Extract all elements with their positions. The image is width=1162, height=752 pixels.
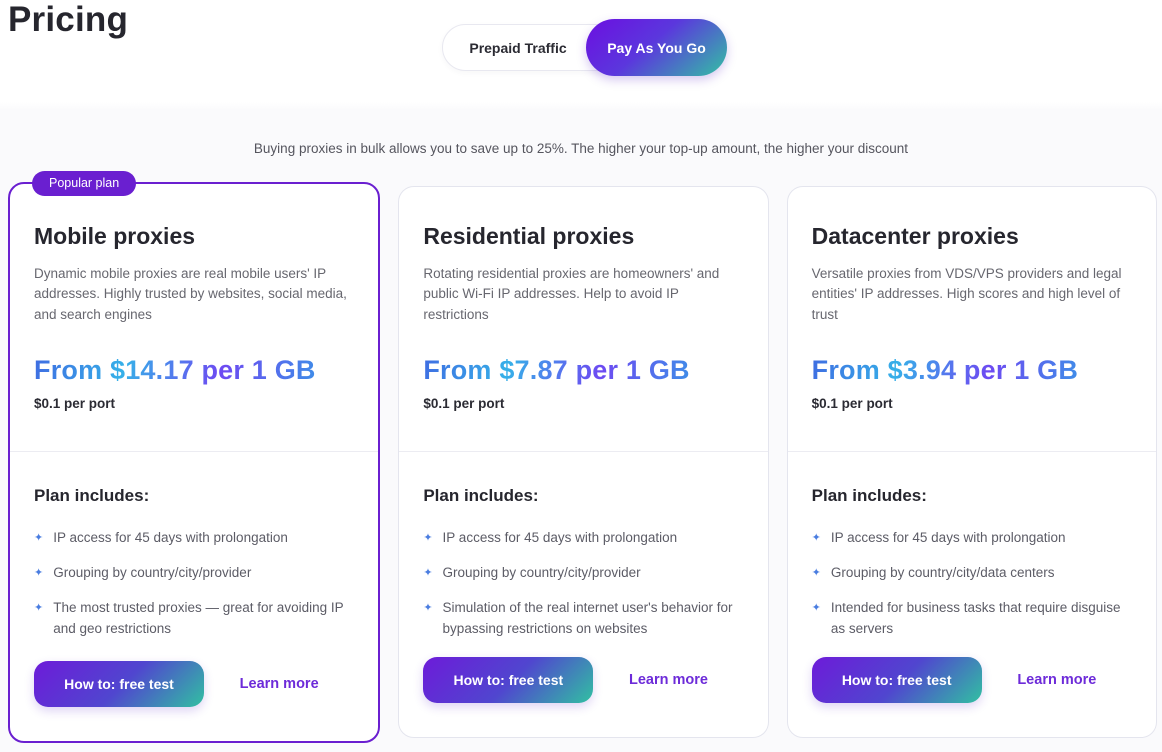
feature-text: Grouping by country/city/provider <box>53 564 252 580</box>
card-actions: How to: free test Learn more <box>811 657 1132 703</box>
star-bullet-icon: ✦ <box>811 601 821 614</box>
feature-text: Grouping by country/city/provider <box>442 564 641 580</box>
card-price-note: $0.1 per port <box>423 396 505 411</box>
star-bullet-icon: ✦ <box>423 532 433 544</box>
popular-plan-badge: Popular plan <box>32 171 137 196</box>
learn-more-link[interactable]: Learn more <box>1017 672 1097 688</box>
star-bullet-icon: ✦ <box>34 566 44 579</box>
feature-item: ✦ The most trusted proxies — great for a… <box>34 598 354 640</box>
feature-text: IP access for 45 days with prolongation <box>53 530 288 545</box>
card-title: Mobile proxies <box>34 223 196 249</box>
pricing-cards: Popular plan Mobile proxies Dynamic mobi… <box>8 171 1157 743</box>
card-description: Versatile proxies from VDS/VPS providers… <box>811 266 1122 322</box>
card-actions: How to: free test Learn more <box>423 657 743 703</box>
card-price-note: $0.1 per port <box>811 396 893 411</box>
card-price-note: $0.1 per port <box>34 396 116 411</box>
star-bullet-icon: ✦ <box>811 566 821 579</box>
divider <box>787 451 1156 452</box>
toggle-option-pay-as-you-go[interactable]: Pay As You Go <box>586 19 727 76</box>
feature-item: ✦ Intended for business tasks that requi… <box>812 598 1132 640</box>
card-actions: How to: free test Learn more <box>34 661 354 707</box>
feature-item: ✦ Grouping by country/city/data centers <box>812 563 1132 584</box>
divider <box>10 451 379 452</box>
feature-item: ✦ IP access for 45 days with prolongatio… <box>812 528 1132 549</box>
pricing-card-residential: Residential proxies Rotating residential… <box>398 186 769 738</box>
feature-text: IP access for 45 days with prolongation <box>830 530 1066 545</box>
feature-list: ✦ IP access for 45 days with prolongatio… <box>423 528 743 654</box>
toggle-option-prepaid-traffic[interactable]: Prepaid Traffic <box>469 39 567 56</box>
feature-item: ✦ IP access for 45 days with prolongatio… <box>34 528 354 549</box>
free-test-button[interactable]: How to: free test <box>423 657 594 703</box>
free-test-button[interactable]: How to: free test <box>811 657 982 703</box>
feature-text: Grouping by country/city/data centers <box>830 564 1055 580</box>
card-description: Rotating residential proxies are homeown… <box>423 266 720 322</box>
card-price: From $14.17 per 1 GB <box>34 355 316 385</box>
card-title: Residential proxies <box>423 223 635 249</box>
free-test-button[interactable]: How to: free test <box>34 661 204 707</box>
feature-text: The most trusted proxies — great for avo… <box>53 599 344 636</box>
plan-includes-title: Plan includes: <box>34 486 150 505</box>
plan-includes-title: Plan includes: <box>423 486 539 505</box>
card-title: Datacenter proxies <box>811 223 1019 249</box>
pricing-card-datacenter: Datacenter proxies Versatile proxies fro… <box>786 186 1157 738</box>
card-price: From $7.87 per 1 GB <box>423 355 690 385</box>
pricing-card-mobile: Popular plan Mobile proxies Dynamic mobi… <box>8 171 381 743</box>
feature-text: Intended for business tasks that require… <box>830 599 1121 636</box>
feature-item: ✦ IP access for 45 days with prolongatio… <box>423 528 743 549</box>
star-bullet-icon: ✦ <box>34 532 44 544</box>
feature-list: ✦ IP access for 45 days with prolongatio… <box>34 528 354 654</box>
feature-text: Simulation of the real internet user's b… <box>442 599 733 636</box>
bulk-discount-subtitle: Buying proxies in bulk allows you to sav… <box>253 141 909 156</box>
card-price: From $3.94 per 1 GB <box>811 355 1079 385</box>
feature-item: ✦ Grouping by country/city/provider <box>34 563 354 584</box>
card-description: Dynamic mobile proxies are real mobile u… <box>34 266 347 322</box>
billing-mode-toggle: Prepaid Traffic Pay As You Go <box>442 19 727 76</box>
divider <box>399 451 768 452</box>
feature-text: IP access for 45 days with prolongation <box>442 530 678 545</box>
page-title: Pricing <box>8 0 129 39</box>
star-bullet-icon: ✦ <box>423 566 433 579</box>
learn-more-link[interactable]: Learn more <box>629 672 708 688</box>
star-bullet-icon: ✦ <box>811 532 821 544</box>
learn-more-link[interactable]: Learn more <box>239 676 319 692</box>
feature-list: ✦ IP access for 45 days with prolongatio… <box>812 528 1132 654</box>
plan-includes-title: Plan includes: <box>811 486 927 505</box>
feature-item: ✦ Simulation of the real internet user's… <box>423 598 743 640</box>
feature-item: ✦ Grouping by country/city/provider <box>423 563 743 584</box>
star-bullet-icon: ✦ <box>423 601 433 614</box>
star-bullet-icon: ✦ <box>34 601 44 614</box>
